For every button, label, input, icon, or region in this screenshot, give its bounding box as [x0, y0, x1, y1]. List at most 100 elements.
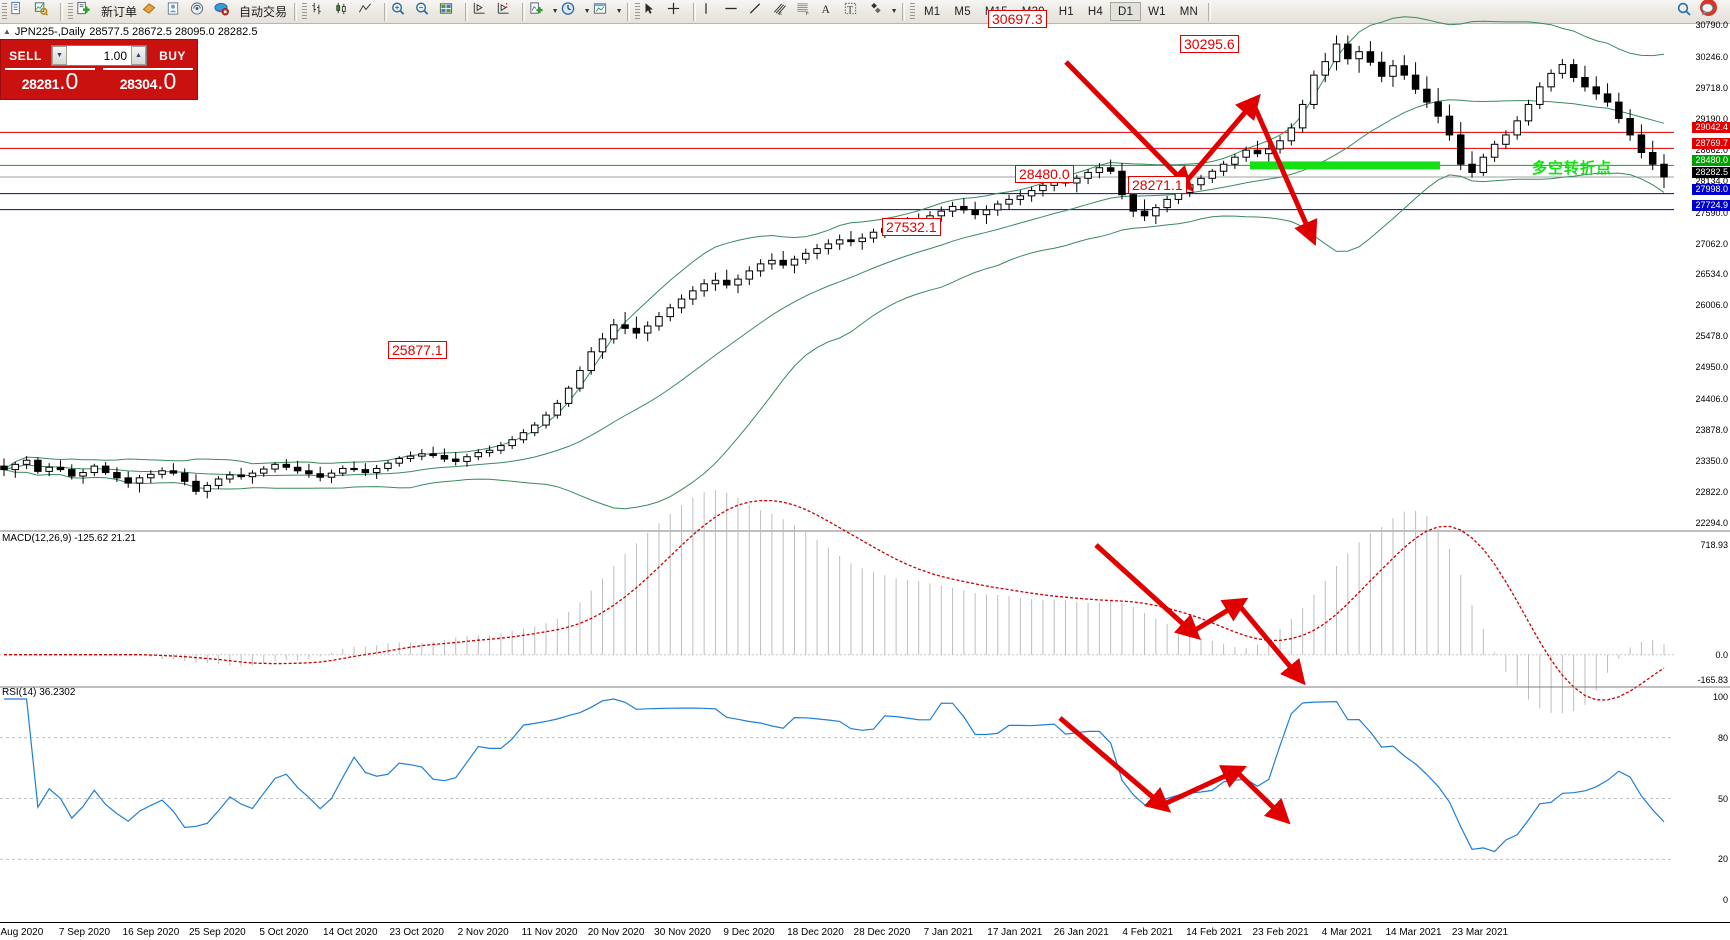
toolbar-grip[interactable]	[302, 2, 308, 21]
indicators-icon[interactable]	[528, 1, 552, 23]
volume-input[interactable]: 1.00	[103, 48, 127, 63]
auto-trading-icon[interactable]	[213, 1, 237, 23]
zoom-in-icon[interactable]	[390, 1, 414, 23]
price-axis-tick: 26006.0	[1695, 300, 1728, 311]
price-axis-tick: 28662.0	[1695, 144, 1728, 155]
signals-icon[interactable]	[189, 1, 213, 23]
toolbar-grip[interactable]	[2, 2, 7, 21]
fibonacci-icon[interactable]: F	[795, 1, 819, 23]
text-label-icon[interactable]: T	[843, 1, 867, 23]
price-axis-tick: 26534.0	[1695, 269, 1728, 280]
time-axis-tick: 8 Aug 2020	[0, 927, 44, 938]
price-axis-tick: 23350.0	[1695, 456, 1728, 467]
price-level-chip[interactable]: 27998.0	[1692, 183, 1730, 195]
sell-price-fraction: .0	[59, 68, 79, 94]
main-toolbar: 新订单 自动交易	[0, 0, 1730, 24]
expert-advisor-icon[interactable]	[141, 1, 165, 23]
toolbar-grip[interactable]	[635, 2, 641, 21]
search-icon[interactable]	[1676, 1, 1700, 23]
equidistant-channel-icon[interactable]: E	[771, 1, 795, 23]
timeframe-m1[interactable]: M1	[924, 5, 941, 18]
chinese-annotation: 多空转折点	[1532, 160, 1613, 177]
time-axis-tick: 20 Nov 2020	[587, 927, 645, 938]
buy-price-fraction: .0	[157, 68, 177, 94]
time-axis-tick: 23 Oct 2020	[389, 927, 444, 938]
svg-text:T: T	[847, 5, 853, 15]
timeframe-m5[interactable]: M5	[954, 5, 971, 18]
price-level-chip[interactable]: 28480.0	[1692, 155, 1730, 167]
price-level-chip[interactable]: 28282.5	[1692, 166, 1730, 178]
chevron-down-icon[interactable]: ▼	[551, 8, 559, 15]
svg-text:F: F	[806, 11, 809, 16]
document-icon[interactable]	[9, 1, 33, 23]
zoom-out-icon[interactable]	[414, 1, 438, 23]
sell-button[interactable]: SELL	[9, 48, 42, 63]
time-axis-tick: 14 Oct 2020	[323, 927, 378, 938]
sell-price[interactable]: 28281 .0	[5, 68, 95, 98]
trade-panel-controls: SELL ▼ 1.00 ▲ BUY	[1, 40, 197, 68]
volume-increase-button[interactable]: ▲	[131, 46, 146, 65]
volume-decrease-button[interactable]: ▼	[52, 46, 67, 65]
macd-axis-tick: -165.83	[1697, 675, 1728, 685]
timeframe-h4[interactable]: H4	[1087, 5, 1103, 18]
notification-bell-icon[interactable]: 1	[1700, 0, 1724, 23]
period-icon[interactable]	[560, 1, 584, 23]
price-level-chip[interactable]: 27724.9	[1692, 199, 1730, 211]
chart-shift-icon[interactable]	[495, 1, 519, 23]
time-axis-tick: 17 Jan 2021	[987, 927, 1043, 938]
auto-trading-label[interactable]: 自动交易	[239, 5, 288, 19]
toolbar-grip[interactable]	[910, 2, 916, 21]
buy-price[interactable]: 28304 .0	[103, 68, 193, 98]
line-chart-icon[interactable]	[357, 1, 381, 23]
price-axis-tick: 27590.0	[1695, 207, 1728, 218]
timeframe-mn[interactable]: MN	[1179, 5, 1199, 18]
new-order-label[interactable]: 新订单	[101, 5, 138, 19]
symbol-info-line: ▲ JPN225-,Daily 28577.5 28672.5 28095.0 …	[0, 25, 257, 38]
shapes-icon[interactable]	[867, 1, 891, 23]
volume-stepper[interactable]: ▼ 1.00 ▲	[51, 45, 147, 66]
toolbar-separator	[902, 2, 906, 21]
sell-price-main: 28281	[21, 76, 60, 92]
auto-scroll-icon[interactable]	[471, 1, 495, 23]
chevron-down-icon[interactable]: ▼	[890, 8, 898, 15]
candlestick-chart-icon[interactable]	[333, 1, 357, 23]
cursor-icon[interactable]	[642, 1, 666, 23]
buy-price-main: 28304	[119, 76, 158, 92]
bar-chart-icon[interactable]	[309, 1, 333, 23]
price-axis-tick: 25478.0	[1695, 331, 1728, 342]
toolbar-grip[interactable]	[68, 2, 73, 21]
trendline-icon[interactable]	[747, 1, 771, 23]
price-axis-tick: 28134.0	[1695, 175, 1728, 186]
time-axis[interactable]: 8 Aug 2020 7 Sep 2020 16 Sep 2020 25 Sep 20…	[0, 922, 1730, 940]
templates-icon[interactable]	[592, 1, 616, 23]
new-order-icon[interactable]	[75, 1, 99, 23]
macd-indicator-label: MACD(12,26,9) -125.62 21.21	[2, 533, 136, 544]
timeframe-d1[interactable]: D1	[1110, 2, 1142, 21]
chart-preview-icon[interactable]	[33, 1, 57, 23]
chevron-down-icon[interactable]: ▼	[615, 8, 623, 15]
price-level-chip[interactable]: 29042.4	[1692, 122, 1730, 134]
one-click-trading-panel: SELL ▼ 1.00 ▲ BUY 28281 .0 28304 .0	[0, 39, 198, 100]
collapse-triangle-icon[interactable]: ▲	[3, 27, 11, 36]
metaeditor-icon[interactable]	[165, 1, 189, 23]
rsi-indicator-label: RSI(14) 36.2302	[2, 687, 76, 698]
rsi-axis-tick: 100	[1712, 692, 1728, 702]
toolbar-separator	[627, 2, 631, 21]
chevron-down-icon[interactable]: ▼	[583, 8, 591, 15]
crosshair-icon[interactable]	[666, 1, 690, 23]
timeframe-h1[interactable]: H1	[1058, 5, 1074, 18]
timeframe-w1[interactable]: W1	[1148, 5, 1166, 18]
macd-axis-tick: 0.0	[1715, 649, 1728, 660]
vertical-line-icon[interactable]	[699, 1, 723, 23]
price-level-chip[interactable]: 28769.7	[1692, 138, 1730, 150]
price-axis[interactable]: 30790.0 30246.0 29718.0 29190.0 28662.0 28134…	[1674, 20, 1730, 905]
price-axis-tick: 22822.0	[1695, 487, 1728, 498]
rsi-axis-tick: 50	[1717, 793, 1728, 804]
horizontal-line-icon[interactable]	[723, 1, 747, 23]
text-icon[interactable]: A	[819, 1, 843, 23]
time-axis-tick: 16 Sep 2020	[122, 927, 180, 938]
price-axis-tick: 24406.0	[1695, 394, 1728, 405]
tile-windows-icon[interactable]	[438, 1, 462, 23]
buy-button[interactable]: BUY	[159, 48, 186, 63]
